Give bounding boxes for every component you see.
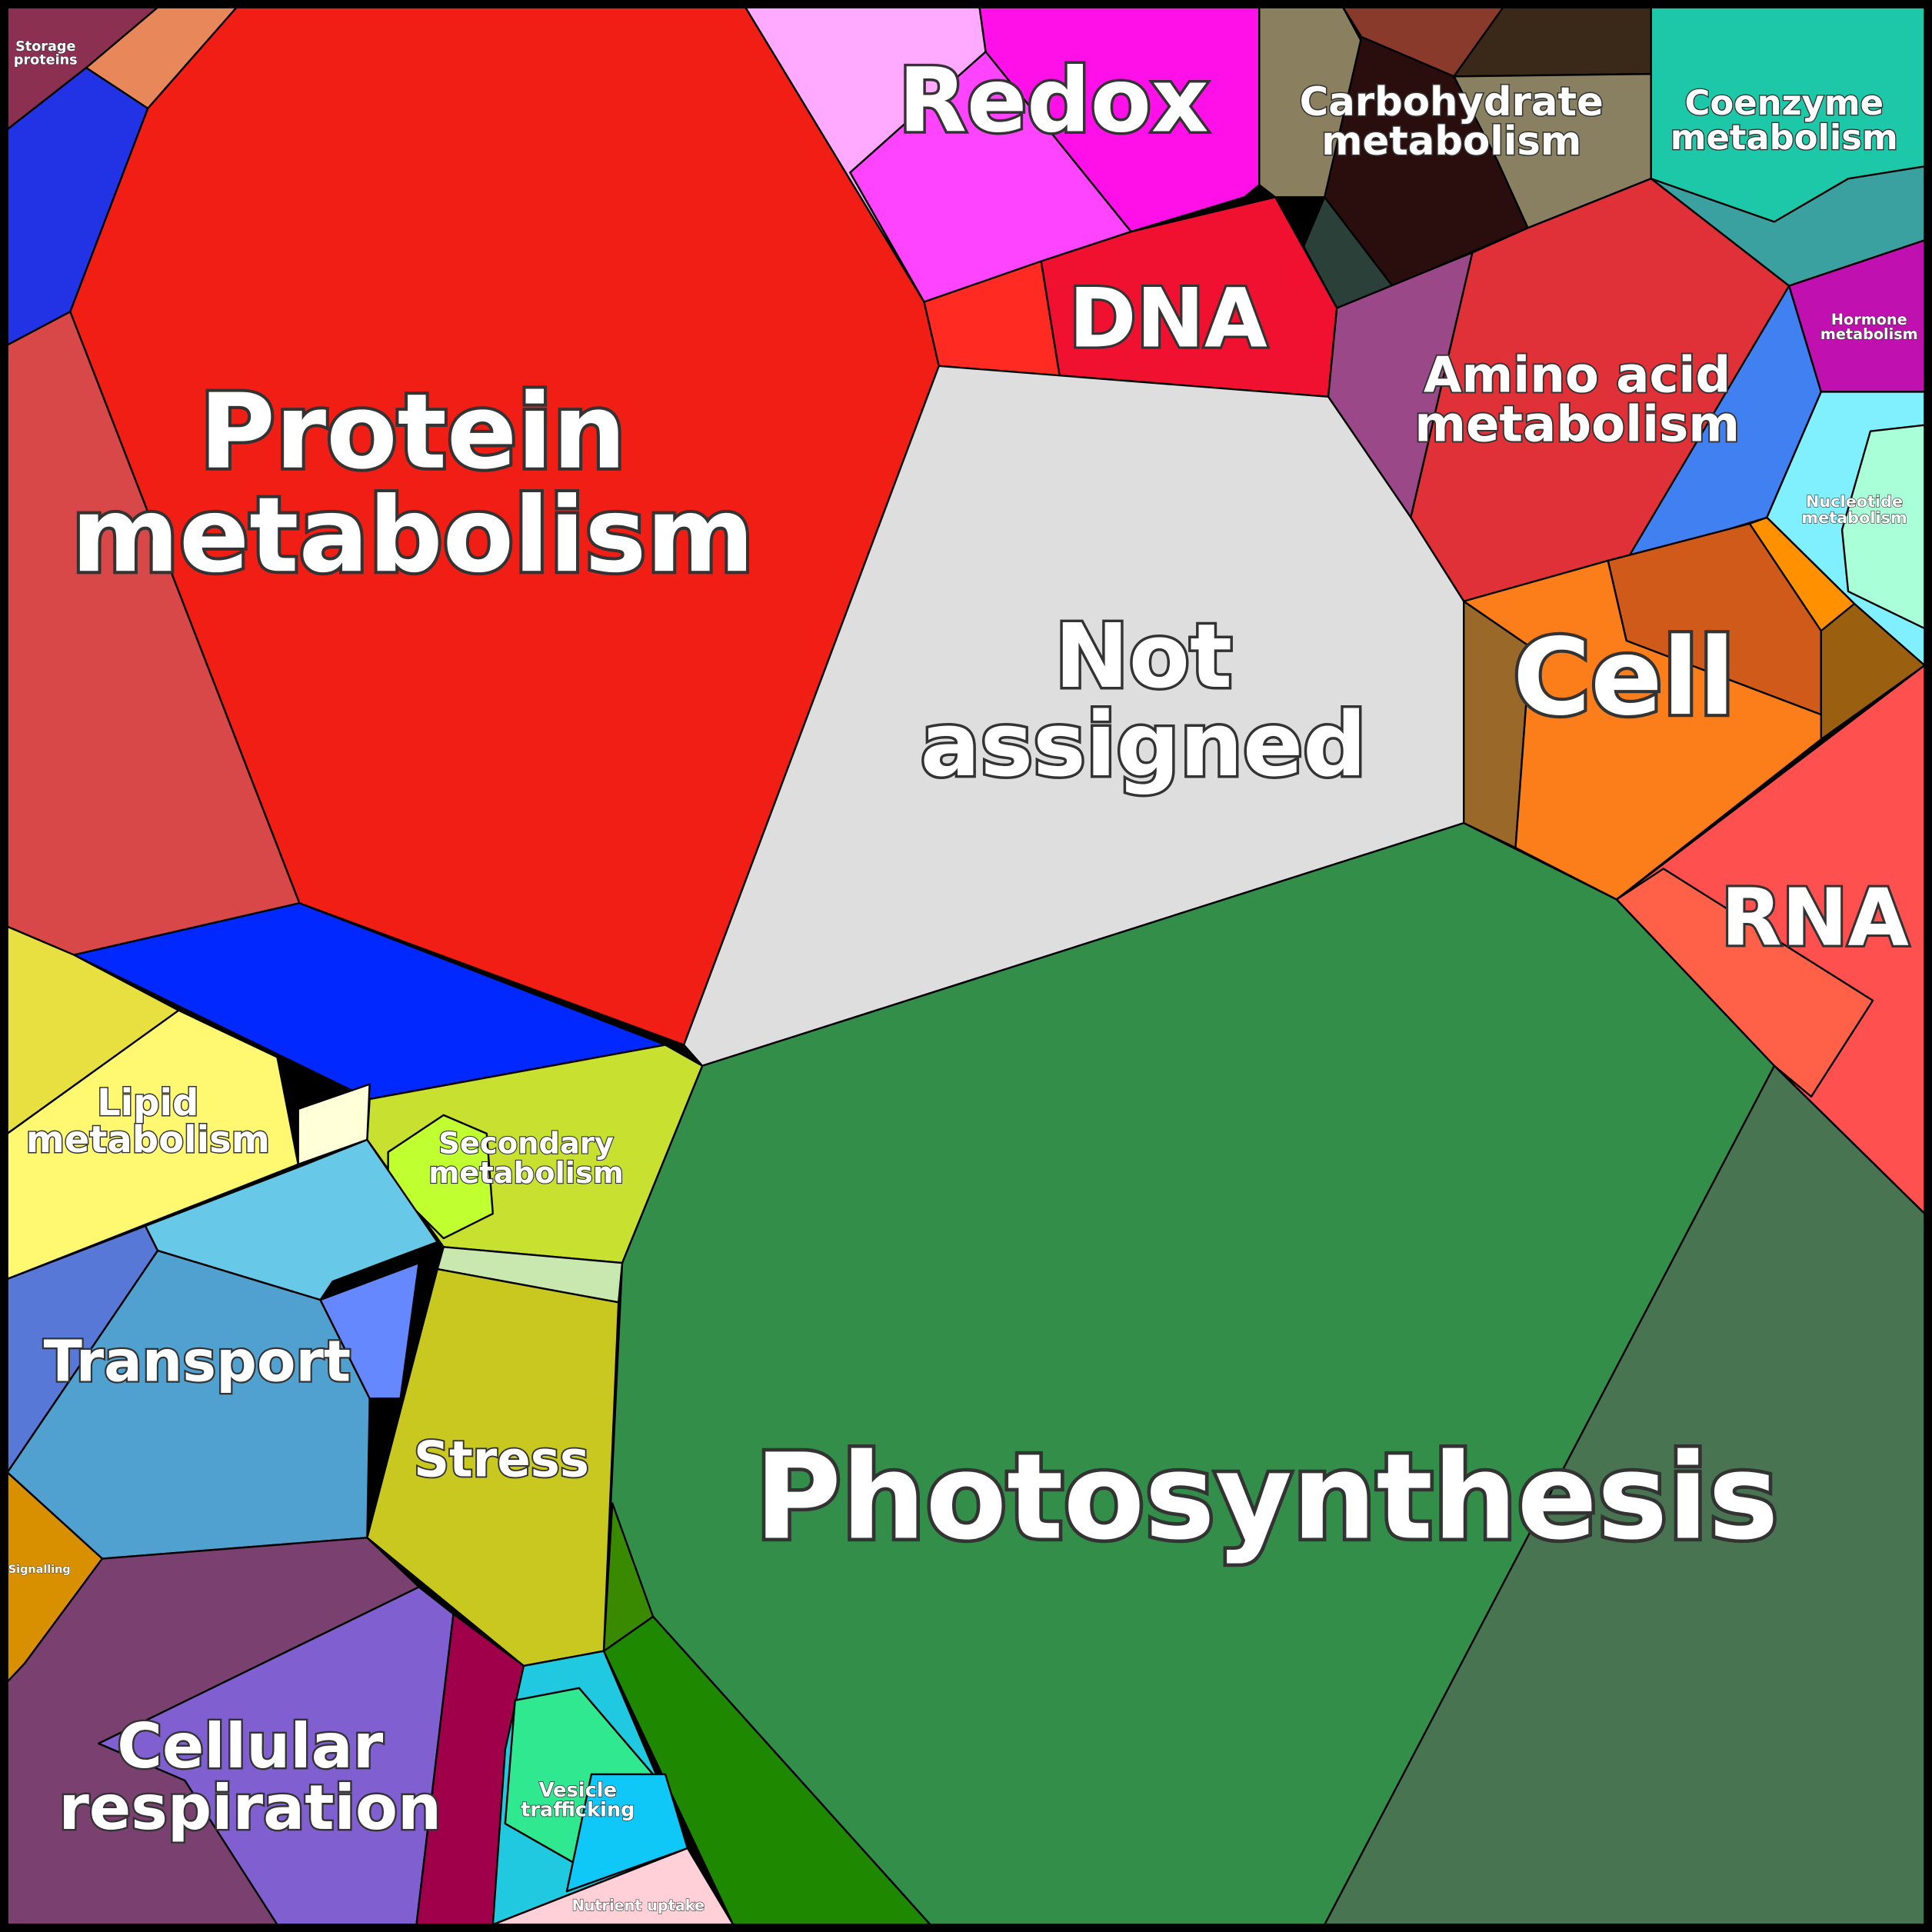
label-line: Not bbox=[1054, 605, 1232, 708]
label-line: metabolism bbox=[72, 475, 754, 595]
region-label: RNA bbox=[1721, 872, 1909, 964]
label-line: respiration bbox=[58, 1772, 441, 1844]
region-label: Carbohydrate metabolism bbox=[1300, 79, 1604, 165]
region-label: Hormone metabolism bbox=[1820, 310, 1918, 342]
label-line: proteins bbox=[14, 53, 78, 68]
label-line: Nutrient uptake bbox=[572, 1896, 705, 1914]
label-line: Transport bbox=[44, 1329, 351, 1394]
label-line: Coenzyme bbox=[1684, 82, 1884, 122]
label-line: metabolism bbox=[1671, 116, 1898, 157]
label-line: Redox bbox=[898, 49, 1208, 152]
cell bbox=[1840, 424, 1926, 630]
region-label: Vesicle trafficking bbox=[521, 1779, 635, 1822]
region-label: Nutrient uptake bbox=[572, 1896, 705, 1914]
label-line: Cellular bbox=[117, 1710, 384, 1782]
region-label: DNA bbox=[1069, 271, 1267, 365]
label-line: Cell bbox=[1513, 616, 1735, 739]
label-line: metabolism bbox=[1801, 508, 1907, 527]
label-line: Protein bbox=[199, 371, 626, 491]
region-label: Transport bbox=[44, 1329, 351, 1394]
label-line: metabolism bbox=[1414, 397, 1740, 454]
region-label: Photosynthesis bbox=[754, 1428, 1778, 1566]
region-label: Coenzyme metabolism bbox=[1671, 82, 1898, 157]
label-line: Signalling bbox=[8, 1564, 71, 1576]
region-label: Lipid metabolism bbox=[26, 1081, 270, 1161]
cell bbox=[319, 1261, 420, 1400]
region-label: Signalling bbox=[8, 1564, 71, 1576]
label-line: metabolism bbox=[1820, 325, 1918, 343]
label-line: metabolism bbox=[428, 1156, 624, 1191]
region-label: Stress bbox=[414, 1431, 589, 1488]
label-line: Photosynthesis bbox=[754, 1428, 1778, 1566]
region-label: Cell bbox=[1513, 616, 1735, 739]
label-line: Amino acid bbox=[1424, 348, 1730, 405]
label-line: Nucleotide bbox=[1806, 492, 1903, 511]
cell bbox=[1615, 868, 1874, 1098]
label-line: Storage bbox=[15, 39, 75, 55]
label-line: metabolism bbox=[1321, 118, 1581, 165]
label-line: Secondary bbox=[438, 1126, 614, 1161]
label-line: Hormone bbox=[1831, 310, 1907, 328]
label-line: assigned bbox=[921, 694, 1367, 797]
cell bbox=[602, 1502, 655, 1652]
region-label: Redox bbox=[898, 49, 1208, 152]
cell bbox=[1463, 559, 1823, 901]
label-line: Carbohydrate bbox=[1300, 79, 1604, 125]
label-line: DNA bbox=[1069, 271, 1267, 365]
region-label: Secondary metabolism bbox=[428, 1126, 624, 1190]
label-line: RNA bbox=[1721, 872, 1909, 964]
region-label: Amino acid metabolism bbox=[1414, 348, 1740, 454]
label-line: trafficking bbox=[521, 1798, 635, 1821]
label-line: Stress bbox=[414, 1431, 589, 1488]
region-label: Not assigned bbox=[921, 605, 1367, 797]
region-label: Protein metabolism bbox=[72, 371, 754, 595]
label-line: metabolism bbox=[26, 1118, 270, 1161]
label-line: Lipid bbox=[97, 1081, 198, 1124]
region-label: Cellular respiration bbox=[58, 1710, 441, 1844]
region-label: Nucleotide metabolism bbox=[1801, 492, 1907, 527]
region-label: Storage proteins bbox=[14, 39, 78, 68]
label-line: Vesicle bbox=[539, 1779, 617, 1802]
